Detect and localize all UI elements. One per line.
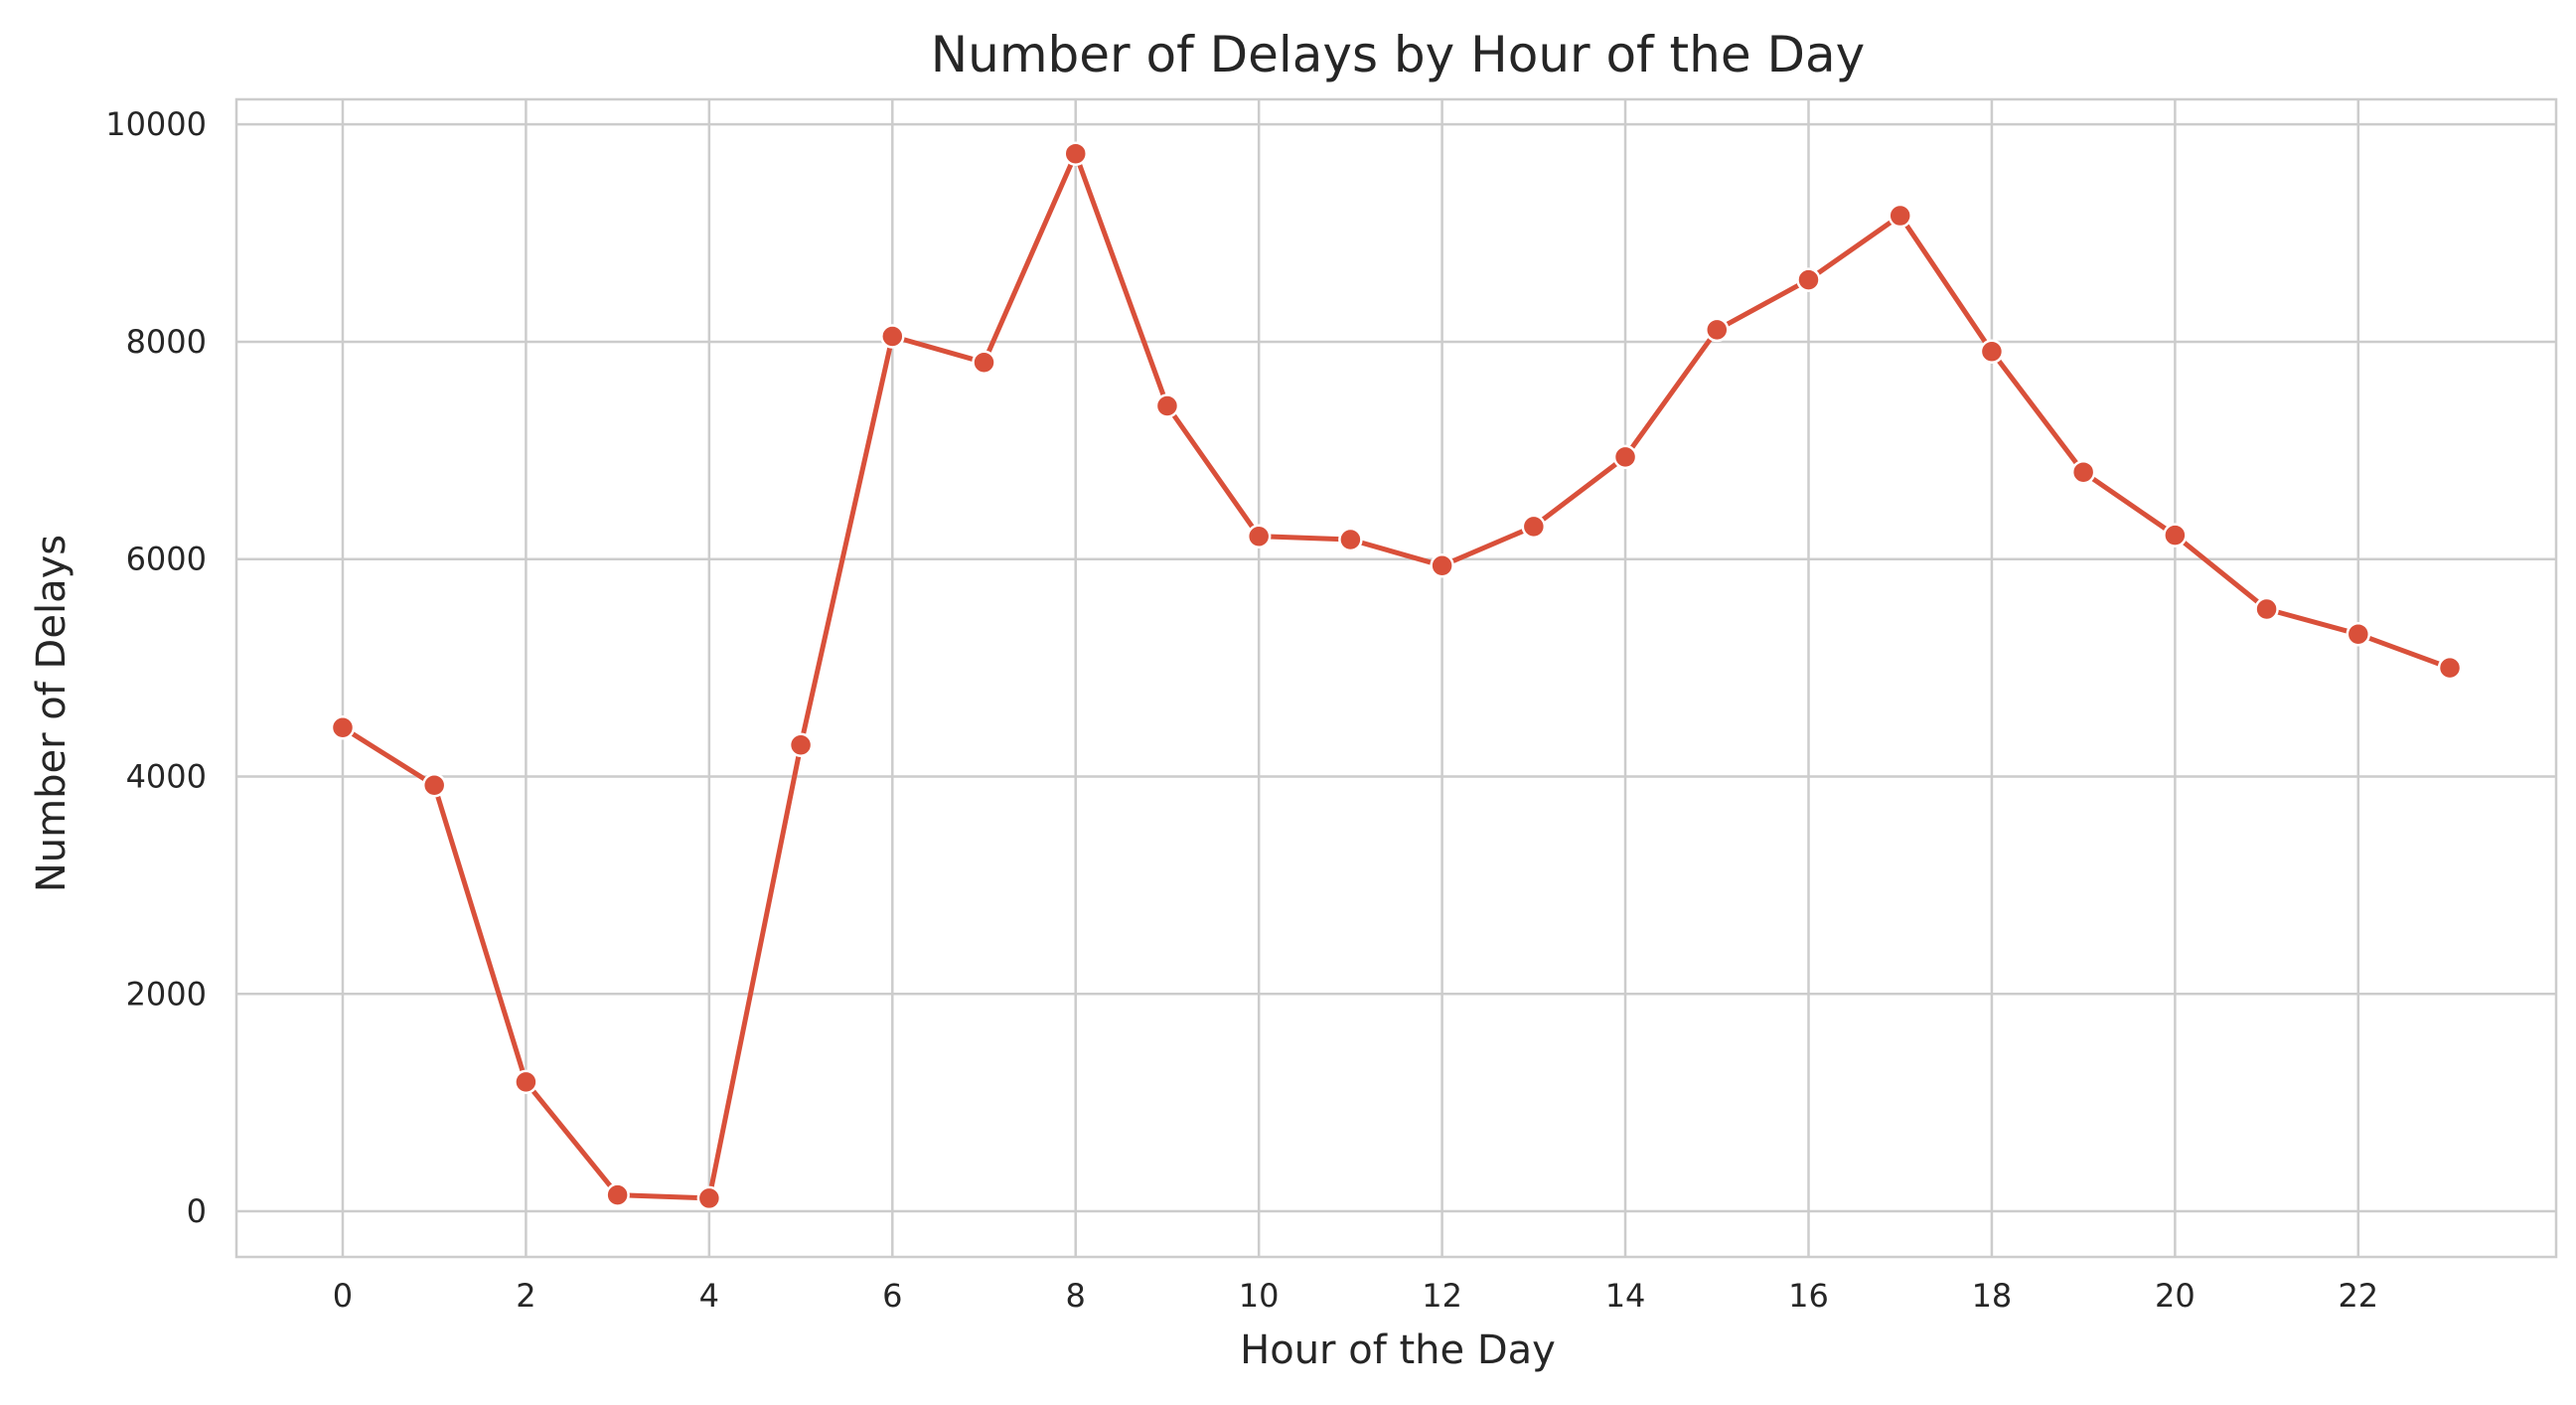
x-axis-label: Hour of the Day xyxy=(1240,1327,1556,1373)
data-point-20 xyxy=(2163,523,2188,547)
x-tick-label-6: 6 xyxy=(882,1277,902,1315)
x-tick-label-18: 18 xyxy=(1972,1277,2013,1315)
x-tick-label-20: 20 xyxy=(2155,1277,2196,1315)
horizontal-gridlines xyxy=(236,122,2556,1213)
data-point-2 xyxy=(514,1069,538,1095)
data-point-11 xyxy=(1338,527,1363,552)
x-tick-label-22: 22 xyxy=(2338,1277,2378,1315)
chart-title: Number of Delays by Hour of the Day xyxy=(931,26,1865,83)
y-tick-labels: 0 2000 4000 6000 8000 10000 xyxy=(105,105,207,1230)
y-tick-label-10000: 10000 xyxy=(105,105,207,143)
data-point-17 xyxy=(1888,203,1912,229)
data-point-21 xyxy=(2254,596,2279,622)
x-tick-labels: 0 2 4 6 8 10 12 14 16 18 20 22 xyxy=(333,1277,2378,1315)
x-tick-label-14: 14 xyxy=(1605,1277,1646,1315)
data-point-1 xyxy=(421,772,447,798)
x-tick-label-12: 12 xyxy=(1422,1277,1462,1315)
y-tick-label-0: 0 xyxy=(187,1192,207,1230)
data-point-5 xyxy=(788,732,814,758)
plot-frame xyxy=(234,97,2558,1259)
data-point-12 xyxy=(1430,553,1454,578)
y-axis-label: Number of Delays xyxy=(29,535,75,892)
data-point-9 xyxy=(1154,393,1180,418)
data-point-4 xyxy=(696,1185,722,1211)
data-point-7 xyxy=(972,350,996,375)
y-tick-label-4000: 4000 xyxy=(126,757,207,795)
data-point-23 xyxy=(2437,655,2463,681)
data-point-18 xyxy=(1979,339,2005,365)
y-tick-label-8000: 8000 xyxy=(126,323,207,361)
data-point-3 xyxy=(605,1182,630,1207)
data-point-8 xyxy=(1063,141,1088,166)
vertical-gridlines xyxy=(341,99,2360,1257)
data-point-15 xyxy=(1705,317,1730,343)
data-point-13 xyxy=(1521,514,1547,540)
data-point-16 xyxy=(1796,267,1821,292)
x-tick-label-16: 16 xyxy=(1788,1277,1829,1315)
data-point-10 xyxy=(1246,524,1272,548)
data-point-19 xyxy=(2070,459,2096,485)
y-tick-label-6000: 6000 xyxy=(126,541,207,578)
series-line-0 xyxy=(340,151,2453,1201)
series-layer xyxy=(340,151,2453,1201)
y-tick-label-2000: 2000 xyxy=(126,975,207,1013)
x-tick-label-10: 10 xyxy=(1239,1277,1280,1315)
data-point-6 xyxy=(880,324,905,349)
data-point-0 xyxy=(330,715,356,740)
x-tick-label-0: 0 xyxy=(333,1277,353,1315)
x-tick-label-8: 8 xyxy=(1066,1277,1086,1315)
marker-layer xyxy=(330,141,2463,1211)
data-point-14 xyxy=(1612,444,1638,470)
x-tick-label-4: 4 xyxy=(699,1277,719,1315)
x-tick-label-2: 2 xyxy=(516,1277,535,1315)
data-point-22 xyxy=(2346,621,2371,647)
